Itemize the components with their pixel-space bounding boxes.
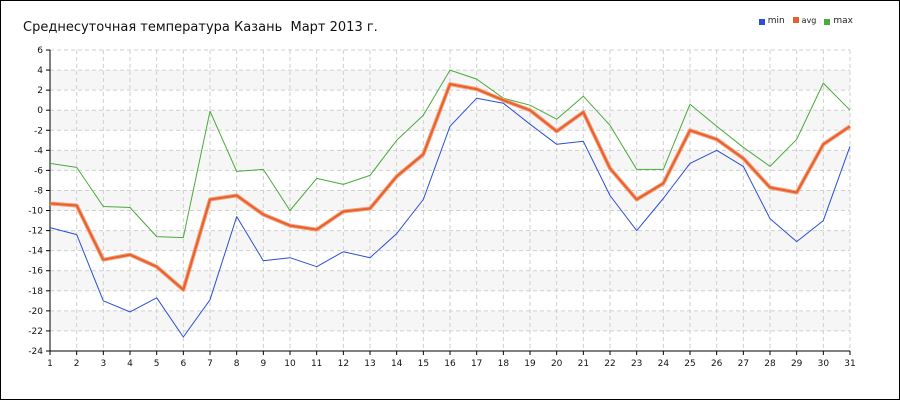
y-tick-label: -20 [28, 307, 43, 317]
chart-title: Среднесуточная температура Казань Март 2… [23, 20, 378, 35]
legend-label-min: min [767, 16, 785, 26]
y-tick-label: 6 [37, 46, 43, 56]
legend-label-avg: avg [801, 16, 817, 25]
chart-legend: min avg max [758, 16, 853, 26]
series-line-min [49, 97, 851, 338]
x-tick-label: 11 [311, 359, 322, 369]
y-tick-label: 2 [37, 86, 43, 96]
series-line-avg [49, 83, 851, 291]
legend-swatch-avg [792, 17, 799, 23]
x-tick-label: 23 [631, 359, 642, 369]
x-tick-label: 22 [604, 359, 615, 369]
x-tick-label: 16 [444, 359, 456, 369]
grid-band [50, 270, 850, 291]
x-tick-label: 8 [234, 359, 240, 369]
y-tick-label: 0 [37, 106, 43, 116]
x-tick-label: 4 [127, 359, 133, 369]
x-tick-label: 21 [578, 359, 589, 369]
x-tick-label: 20 [551, 359, 563, 369]
x-tick-label: 12 [338, 359, 349, 369]
x-tick-label: 19 [524, 359, 536, 369]
x-tick-label: 2 [74, 359, 80, 369]
x-tick-label: 7 [207, 359, 213, 369]
x-tick-label: 31 [844, 359, 855, 369]
x-tick-label: 6 [180, 359, 186, 369]
x-tick-label: 30 [818, 359, 830, 369]
x-tick-label: 25 [684, 359, 695, 369]
y-tick-label: -10 [28, 207, 43, 217]
x-tick-label: 26 [711, 359, 723, 369]
series-line-max [49, 69, 851, 239]
legend-item-avg: avg [792, 16, 817, 26]
legend-swatch-min [758, 19, 765, 25]
x-tick-label: 27 [738, 359, 749, 369]
x-tick-label: 10 [284, 359, 296, 369]
x-tick-label: 3 [100, 359, 106, 369]
x-tick-label: 14 [391, 359, 403, 369]
y-tick-label: -24 [28, 347, 43, 357]
y-tick-label: -6 [34, 166, 43, 176]
y-tick-label: -2 [34, 126, 43, 136]
x-tick-label: 17 [471, 359, 482, 369]
x-tick-label: 18 [498, 359, 510, 369]
x-tick-label: 29 [791, 359, 803, 369]
x-tick-label: 28 [764, 359, 776, 369]
legend-label-max: max [833, 16, 853, 26]
y-tick-label: -8 [34, 186, 43, 196]
x-tick-label: 24 [658, 359, 670, 369]
y-tick-label: -22 [28, 327, 43, 337]
y-tick-label: -16 [28, 267, 43, 277]
x-tick-label: 13 [364, 359, 375, 369]
legend-swatch-max [824, 19, 831, 25]
x-tick-label: 9 [260, 359, 266, 369]
x-tick-label: 5 [154, 359, 160, 369]
y-tick-label: 4 [37, 66, 43, 76]
grid-band [50, 150, 850, 171]
x-tick-label: 15 [418, 359, 429, 369]
y-tick-label: -14 [28, 247, 43, 257]
x-tick-label: 1 [47, 359, 53, 369]
legend-item-min: min [758, 16, 785, 26]
legend-item-max: max [824, 16, 853, 26]
y-tick-label: -4 [34, 146, 43, 156]
y-tick-label: -18 [28, 287, 43, 297]
grid-band [50, 310, 850, 331]
y-tick-label: -12 [28, 227, 43, 237]
